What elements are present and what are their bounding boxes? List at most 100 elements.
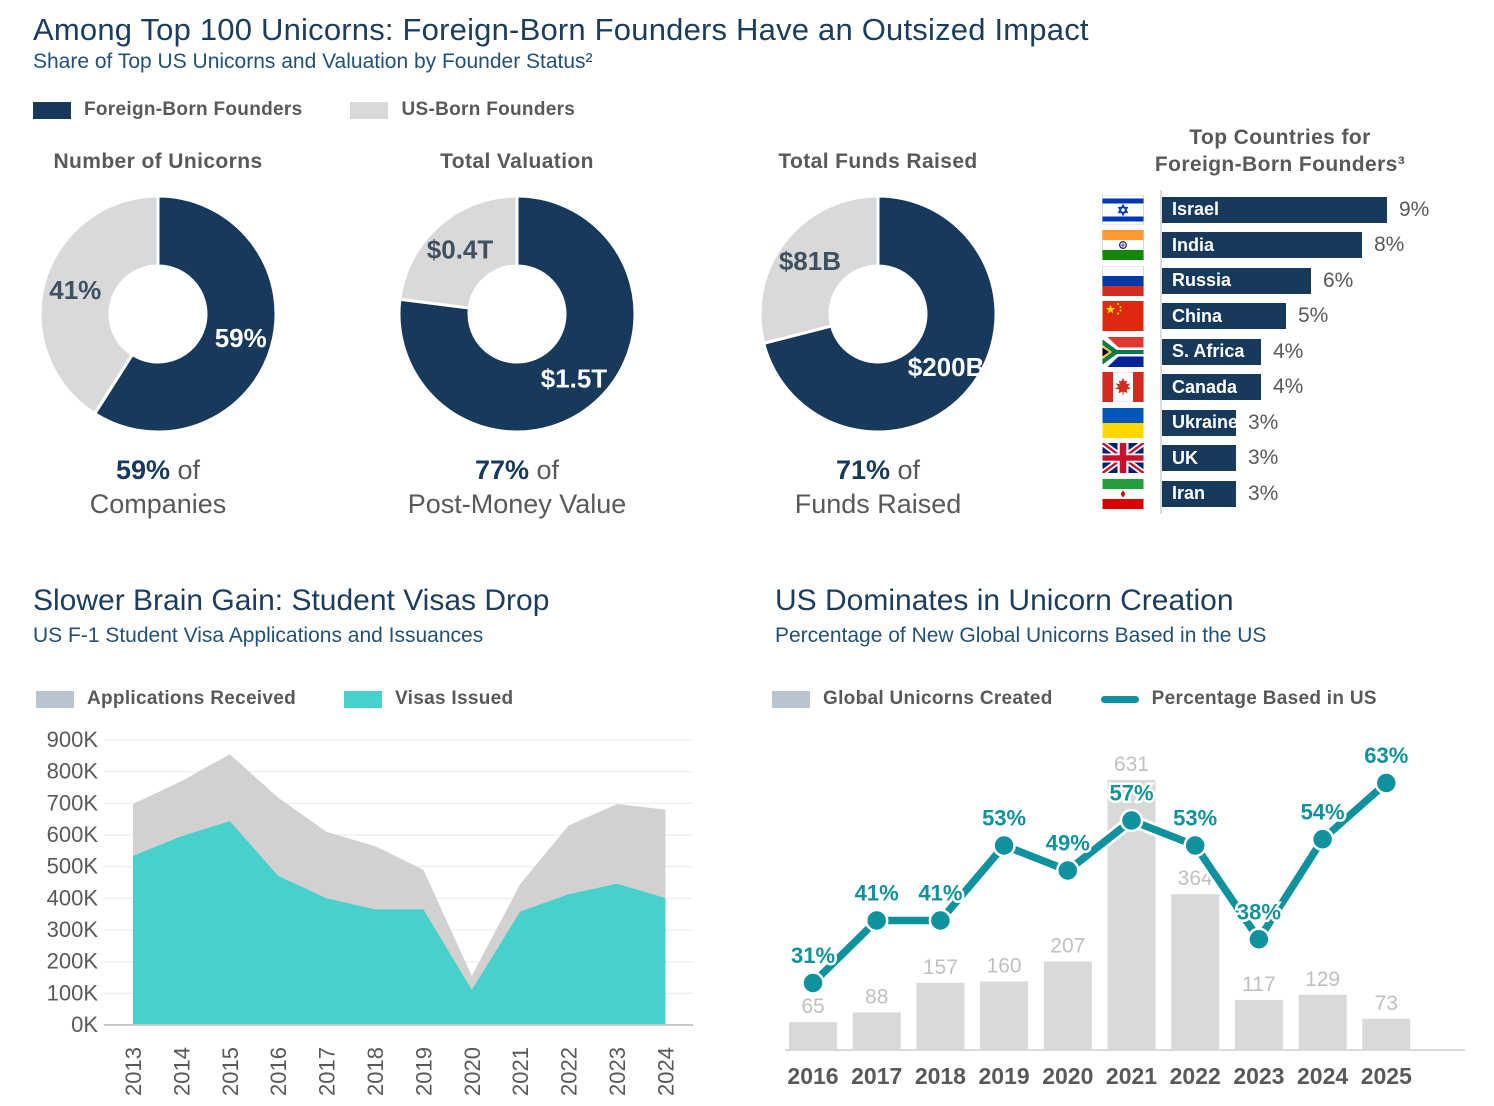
- country-row: UK 3%: [1102, 441, 1492, 477]
- israel-flag-icon: [1102, 194, 1144, 225]
- india-flag-icon: [1102, 230, 1144, 261]
- country-bar: Israel: [1160, 196, 1387, 223]
- svg-text:2023: 2023: [605, 1047, 630, 1096]
- caption-highlight: 71%: [835, 455, 890, 485]
- global-unicorns-swatch-icon: [772, 690, 810, 708]
- svg-text:2022: 2022: [1170, 1063, 1221, 1089]
- svg-text:$81B: $81B: [779, 246, 841, 276]
- legend-item-pct-us: Percentage Based in US: [1100, 688, 1377, 710]
- svg-text:400K: 400K: [47, 885, 99, 910]
- creation-legend: Global Unicorns Created Percentage Based…: [772, 688, 1425, 710]
- uk-flag-icon: [1102, 443, 1144, 474]
- country-pct-label: 6%: [1323, 268, 1354, 292]
- svg-text:100K: 100K: [47, 980, 99, 1005]
- svg-text:157: 157: [923, 956, 958, 979]
- svg-text:88: 88: [865, 985, 888, 1008]
- svg-text:160: 160: [987, 955, 1022, 978]
- donut-title: Total Valuation: [440, 150, 594, 173]
- svg-text:53%: 53%: [982, 806, 1026, 831]
- svg-text:41%: 41%: [855, 881, 899, 906]
- legend-item-applications: Applications Received: [36, 688, 296, 710]
- funds-raised-donut-chart: $200B $81B: [758, 194, 998, 434]
- country-pct-label: 5%: [1298, 304, 1329, 328]
- country-pct-label: 9%: [1399, 197, 1430, 221]
- donut-caption: 59% of Companies: [33, 453, 283, 521]
- country-row: Ukraine 3%: [1102, 405, 1492, 441]
- legend-label: Foreign-Born Founders: [84, 99, 303, 120]
- valuation-donut-chart: $1.5T $0.4T: [397, 194, 637, 434]
- svg-text:500K: 500K: [47, 854, 99, 879]
- creation-section-subtitle: Percentage of New Global Unicorns Based …: [775, 624, 1267, 647]
- caption-highlight: 77%: [474, 455, 529, 485]
- legend-item-us-born: US-Born Founders: [350, 99, 575, 121]
- country-pct-label: 8%: [1374, 233, 1405, 257]
- country-row: S. Africa 4%: [1102, 334, 1492, 370]
- svg-text:117: 117: [1242, 973, 1275, 996]
- us-unicorn-share-combo-chart: 65 88 157 160 207 631 364 117 129 73 2016 2017 2018 2…: [785, 741, 1465, 1089]
- donut-title: Total Funds Raised: [778, 150, 978, 173]
- svg-text:2019: 2019: [979, 1063, 1030, 1089]
- page-title: Among Top 100 Unicorns: Foreign-Born Fou…: [33, 12, 1089, 47]
- country-bar: S. Africa: [1160, 338, 1261, 365]
- svg-text:73: 73: [1375, 992, 1398, 1015]
- country-bar: Canada: [1160, 374, 1261, 401]
- legend-label: US-Born Founders: [401, 99, 576, 120]
- legend-label: Applications Received: [87, 688, 297, 709]
- svg-text:41%: 41%: [918, 881, 962, 906]
- svg-text:2014: 2014: [169, 1047, 194, 1096]
- countries-title: Top Countries for Foreign-Born Founders³: [1102, 124, 1458, 178]
- country-row: India 8%: [1102, 228, 1492, 264]
- caption-rest: of: [177, 455, 201, 485]
- caption-rest: of: [897, 455, 921, 485]
- legend-item-global-unicorns: Global Unicorns Created: [772, 688, 1053, 710]
- unicorn-count-donut-block: Number of Unicorns 59% 41% 59% of Compani…: [33, 150, 283, 521]
- country-bar: Ukraine: [1160, 409, 1238, 436]
- country-bar: Iran: [1160, 480, 1236, 507]
- svg-text:2017: 2017: [315, 1047, 340, 1096]
- svg-text:0K: 0K: [71, 1012, 98, 1037]
- countries-axis-line: [1160, 190, 1162, 514]
- visas-issued-swatch-icon: [344, 690, 383, 708]
- country-pct-label: 4%: [1273, 375, 1304, 399]
- svg-text:54%: 54%: [1301, 799, 1345, 824]
- svg-text:2018: 2018: [363, 1047, 388, 1096]
- top-countries-block: Top Countries for Foreign-Born Founders³…: [1102, 124, 1492, 514]
- canada-flag-icon: [1102, 372, 1144, 403]
- country-row: Israel 9%: [1102, 192, 1492, 228]
- creation-section-title: US Dominates in Unicorn Creation: [775, 584, 1234, 617]
- caption-rest: of: [536, 455, 560, 485]
- svg-text:2017: 2017: [851, 1063, 902, 1089]
- applications-swatch-icon: [36, 690, 74, 708]
- countries-bar-chart: Israel 9% India 8% Russia 6% China 5% S. Afr…: [1102, 190, 1492, 514]
- svg-text:207: 207: [1050, 934, 1085, 957]
- svg-text:2025: 2025: [1361, 1063, 1412, 1089]
- page-subtitle: Share of Top US Unicorns and Valuation b…: [33, 50, 593, 73]
- svg-text:$0.4T: $0.4T: [427, 234, 494, 264]
- donut-caption: 71% of Funds Raised: [753, 453, 1003, 521]
- svg-text:800K: 800K: [47, 759, 99, 784]
- south-africa-flag-icon: [1102, 336, 1144, 367]
- svg-text:49%: 49%: [1046, 831, 1090, 856]
- svg-text:200K: 200K: [47, 949, 99, 974]
- country-bar: India: [1160, 232, 1362, 259]
- country-bar: UK: [1160, 445, 1236, 472]
- svg-text:2022: 2022: [557, 1047, 582, 1096]
- legend-item-foreign-born: Foreign-Born Founders: [33, 99, 302, 121]
- country-bar: China: [1160, 303, 1286, 330]
- svg-text:700K: 700K: [47, 790, 99, 815]
- country-bar: Russia: [1160, 267, 1311, 294]
- us-born-swatch-icon: [350, 101, 389, 119]
- svg-text:38%: 38%: [1237, 899, 1281, 924]
- countries-title-line2: Foreign-Born Founders³: [1154, 153, 1406, 176]
- caption-highlight: 59%: [115, 455, 170, 485]
- svg-text:129: 129: [1305, 968, 1340, 991]
- country-pct-label: 4%: [1273, 339, 1304, 363]
- valuation-donut-block: Total Valuation $1.5T $0.4T 77% of Post-M…: [392, 150, 642, 521]
- svg-text:2016: 2016: [787, 1063, 838, 1089]
- russia-flag-icon: [1102, 265, 1144, 296]
- caption-line2: Companies: [89, 489, 227, 519]
- svg-text:65: 65: [801, 995, 824, 1018]
- donut-title: Number of Unicorns: [53, 150, 263, 173]
- country-pct-label: 3%: [1248, 481, 1279, 505]
